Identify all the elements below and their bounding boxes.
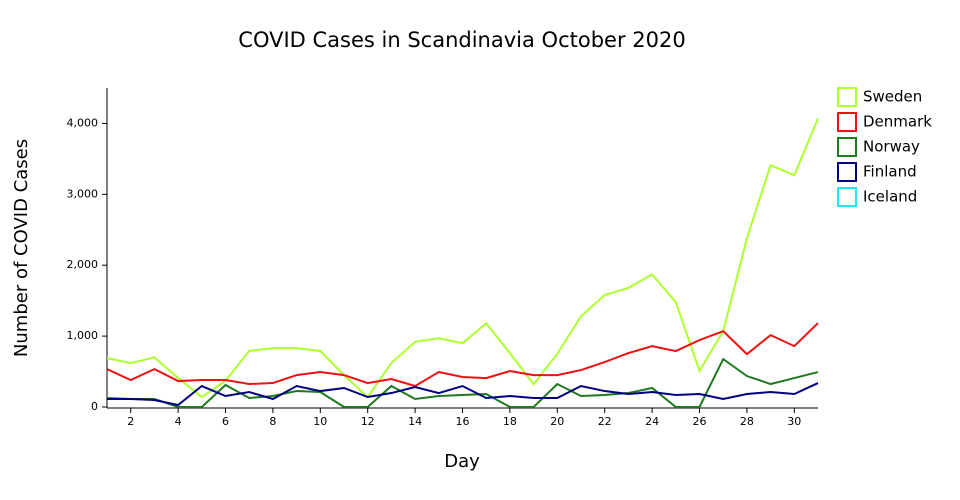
series-line (106, 322, 819, 388)
x-tick-label: 30 (787, 415, 801, 428)
x-tick-label: 2 (127, 415, 134, 428)
x-tick-label: 18 (503, 415, 517, 428)
x-tick-label: 24 (645, 415, 659, 428)
y-tick-label: 0 (91, 400, 98, 413)
x-tick-label: 28 (740, 415, 754, 428)
legend-label: Finland (863, 163, 917, 181)
y-axis-title: Number of COVID Cases (11, 139, 32, 357)
x-tick-label: 10 (313, 415, 327, 428)
series-line (106, 118, 819, 399)
series-line (106, 357, 819, 408)
x-tick-label: 8 (269, 415, 276, 428)
y-tick-label: 2,000 (67, 258, 99, 271)
x-tick-label: 6 (222, 415, 229, 428)
x-tick-label: 16 (456, 415, 470, 428)
x-tick-label: 14 (408, 415, 422, 428)
legend-label: Norway (863, 138, 920, 156)
legend-label: Iceland (863, 188, 917, 206)
legend-swatch (837, 137, 857, 157)
x-tick-label: 4 (175, 415, 182, 428)
x-axis-title: Day (444, 451, 480, 472)
legend-swatch (837, 112, 857, 132)
legend-label: Sweden (863, 88, 922, 106)
legend-swatch (837, 87, 857, 107)
x-tick-label: 26 (693, 415, 707, 428)
y-tick-label: 1,000 (67, 329, 99, 342)
legend-swatch (837, 162, 857, 182)
legend-label: Denmark (863, 113, 932, 131)
legend-swatch (837, 187, 857, 207)
y-tick-label: 4,000 (67, 116, 99, 129)
x-tick-label: 12 (361, 415, 375, 428)
x-tick-label: 22 (598, 415, 612, 428)
y-tick-label: 3,000 (67, 187, 99, 200)
x-tick-label: 20 (550, 415, 564, 428)
chart-title: COVID Cases in Scandinavia October 2020 (238, 28, 685, 52)
series-line (107, 382, 819, 407)
